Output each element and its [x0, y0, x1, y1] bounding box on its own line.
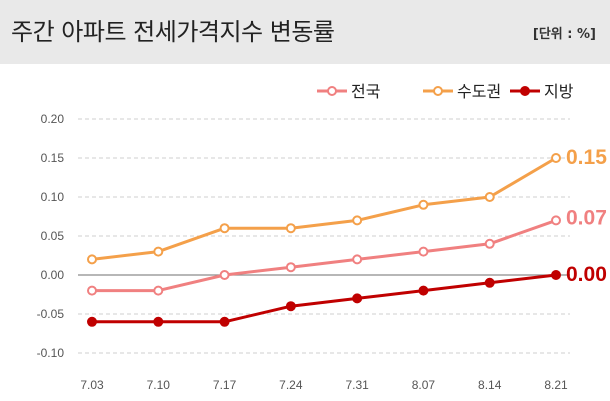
x-tick-label: 7.10 — [147, 378, 171, 392]
y-tick-label: 0.00 — [41, 268, 65, 282]
chart-title: 주간 아파트 전세가격지수 변동률 — [11, 18, 335, 46]
data-point — [219, 270, 230, 280]
data-point — [484, 192, 495, 202]
x-tick-label: 7.17 — [213, 378, 237, 392]
x-tick-label: 7.24 — [279, 378, 303, 392]
data-point — [87, 285, 97, 296]
legend-item-전국: 전국 — [317, 82, 380, 101]
series-line — [92, 218, 557, 293]
x-tick-label: 8.14 — [478, 378, 502, 392]
data-point — [285, 223, 296, 234]
y-tick-label: 0.15 — [41, 151, 65, 165]
end-value-label: 0.07 — [566, 206, 607, 229]
legend-marker — [327, 86, 337, 96]
data-point — [219, 316, 230, 327]
data-point — [352, 215, 363, 226]
y-tick-label: 0.10 — [41, 190, 65, 204]
data-point — [484, 277, 495, 288]
legend-marker — [433, 86, 443, 96]
legend-label: 전국 — [351, 82, 380, 101]
y-tick-label: 0.05 — [41, 229, 65, 243]
unit-label: [단위 : %] — [532, 27, 596, 42]
x-tick-label: 7.31 — [345, 378, 369, 392]
legend-item-지방: 지방 — [510, 82, 574, 101]
data-point — [87, 316, 97, 327]
data-point — [285, 262, 296, 273]
x-tick-label: 8.07 — [412, 378, 436, 392]
y-tick-label: -0.10 — [37, 346, 65, 360]
data-point — [418, 246, 429, 257]
series-수도권: 0.15 — [87, 146, 607, 265]
legend-marker — [520, 86, 530, 96]
legend-item-수도권: 수도권 — [423, 82, 501, 101]
data-point — [285, 301, 296, 312]
data-point — [551, 153, 561, 163]
data-point — [551, 215, 561, 226]
series-지방: 0.00 — [87, 263, 607, 327]
data-point — [153, 246, 164, 257]
y-tick-label: -0.05 — [37, 307, 65, 321]
data-point — [418, 199, 429, 210]
data-point — [87, 254, 97, 265]
legend-label: 지방 — [544, 82, 574, 101]
series-전국: 0.07 — [87, 206, 607, 296]
chart-header: 주간 아파트 전세가격지수 변동률 [단위 : %] — [0, 0, 610, 64]
data-point — [352, 254, 363, 265]
data-point — [153, 316, 164, 327]
data-point — [551, 270, 561, 280]
end-value-label: 0.00 — [566, 263, 607, 286]
data-point — [153, 285, 164, 296]
x-tick-label: 7.03 — [80, 378, 104, 392]
legend-label: 수도권 — [457, 82, 501, 101]
data-point — [484, 238, 495, 249]
end-value-label: 0.15 — [566, 146, 607, 169]
series-line — [92, 273, 557, 324]
data-point — [418, 285, 429, 296]
x-tick-label: 8.21 — [544, 378, 568, 392]
series-line — [91, 156, 557, 261]
data-point — [352, 293, 363, 304]
y-tick-label: 0.20 — [41, 112, 65, 126]
data-point — [219, 223, 230, 234]
